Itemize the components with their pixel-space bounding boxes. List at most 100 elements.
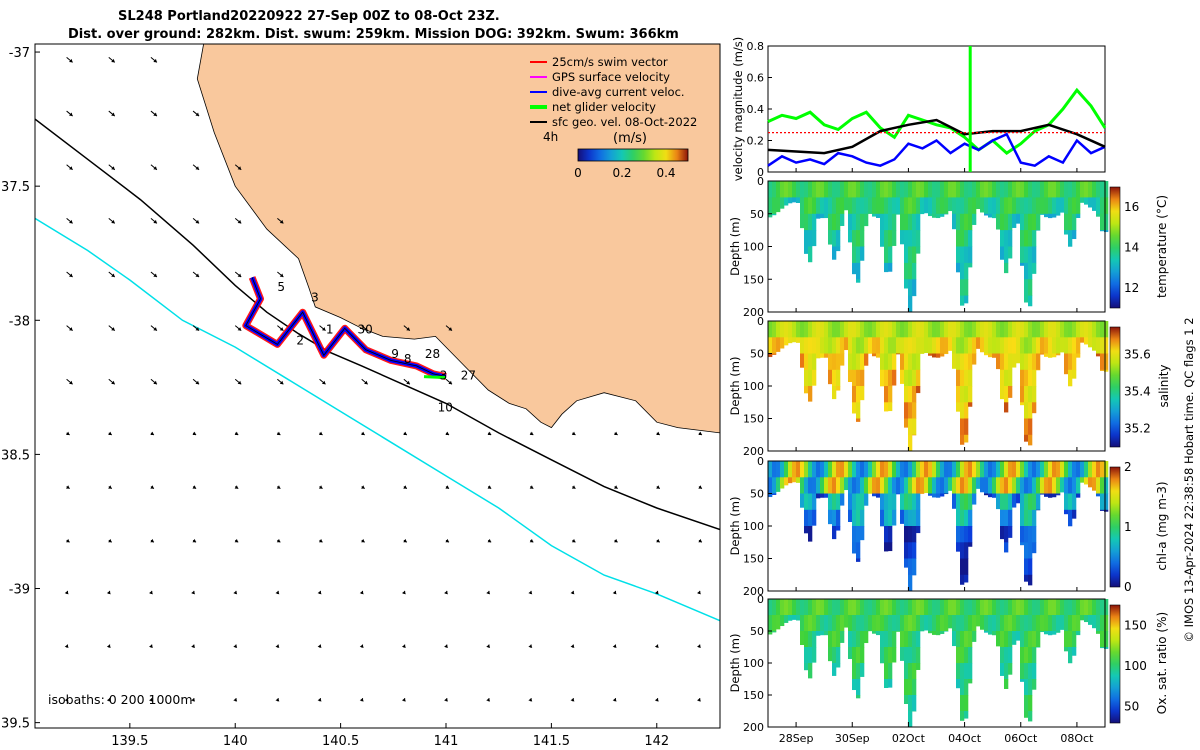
salinity-cell <box>956 386 961 403</box>
salinity-cell <box>868 337 873 354</box>
chla-cell <box>1048 477 1053 494</box>
chla-cell <box>772 477 777 494</box>
salinity-cell <box>896 337 901 354</box>
chla-cell <box>908 509 913 527</box>
salinity-cell <box>916 386 921 394</box>
current-vector-head <box>275 698 280 702</box>
oxygen-cell <box>832 631 837 648</box>
temperature-cell <box>1092 197 1097 211</box>
salinity-cell <box>888 386 893 403</box>
salinity-cell <box>904 321 909 338</box>
oxygen-cell <box>1072 599 1077 616</box>
temperature-cell <box>1028 246 1033 264</box>
oxygen-ytick-label: 150 <box>743 689 764 702</box>
chla-cell <box>1004 526 1009 543</box>
salinity-cell <box>956 337 961 354</box>
oxygen-cell <box>868 615 873 632</box>
chla-cell <box>972 477 977 494</box>
salinity-cell <box>888 369 893 387</box>
chla-cell <box>1044 461 1049 478</box>
chla-cell <box>1008 477 1013 494</box>
temperature-cell <box>1032 262 1037 274</box>
temperature-cell <box>1028 295 1033 307</box>
oxygen-cell <box>1024 631 1029 648</box>
current-vector-head <box>111 219 115 224</box>
chla-cell <box>800 461 805 478</box>
chla-cell <box>832 493 837 511</box>
temperature-cell <box>936 181 941 198</box>
temperature-cell <box>888 246 893 264</box>
current-vector-head <box>195 380 200 385</box>
current-vector-head <box>318 485 323 489</box>
chla-cell <box>888 509 893 527</box>
chla-cell <box>1060 477 1065 493</box>
salinity-colorbar-tick: 35.6 <box>1124 348 1151 362</box>
current-vector-head <box>149 590 153 595</box>
salinity-cell <box>820 337 825 354</box>
chla-cell <box>1100 477 1105 494</box>
salinity-cell <box>1036 321 1041 338</box>
temperature-cell <box>808 181 813 198</box>
chla-colorbar-tick: 1 <box>1124 520 1132 534</box>
chla-cell <box>884 542 889 552</box>
oxygen-cell <box>912 695 917 712</box>
oxygen-cell <box>960 695 965 712</box>
chla-cell <box>964 574 969 583</box>
chla-cell <box>940 461 945 478</box>
chla-cell <box>868 461 873 478</box>
oxygen-cell <box>840 599 845 616</box>
salinity-cell <box>872 321 877 338</box>
chla-cell <box>852 542 857 554</box>
salinity-cell <box>908 386 913 403</box>
track-day-label: 10 <box>438 400 453 414</box>
current-vector-head <box>317 698 322 702</box>
salinity-cell <box>1096 321 1101 338</box>
oxygen-cell <box>1052 599 1057 616</box>
oxygen-cell <box>908 695 913 712</box>
salinity-cell <box>968 386 973 403</box>
temperature-cell <box>992 197 997 215</box>
current-vector-head <box>401 644 406 649</box>
temperature-cell <box>956 262 961 273</box>
chla-cell <box>908 477 913 494</box>
current-vector-head <box>149 698 153 702</box>
salinity-cell <box>1020 353 1025 371</box>
oxygen-cell <box>768 631 773 635</box>
temperature-cell <box>900 230 905 245</box>
oxygen-colorbar <box>1109 604 1121 724</box>
temperature-cell <box>896 213 901 215</box>
salinity-cell <box>808 386 813 402</box>
temperature-cell <box>1056 181 1061 198</box>
salinity-cell <box>1060 337 1065 353</box>
current-vector-head <box>654 644 659 649</box>
chla-cell <box>1104 509 1109 512</box>
salinity-cell <box>812 369 817 386</box>
chla-cell <box>1012 461 1017 478</box>
salinity-colorbar-tick: 35.4 <box>1124 385 1151 399</box>
oxygen-cell <box>944 615 949 632</box>
chla-cell <box>820 493 825 498</box>
oxygen-cell <box>956 679 961 689</box>
track-day-label: 2 <box>296 333 304 347</box>
salinity-cell <box>836 321 841 338</box>
chla-cell <box>860 493 865 511</box>
map-ytick-label: -37 <box>9 46 30 61</box>
oxygen-cell <box>1028 647 1033 664</box>
oxygen-cell <box>928 615 933 632</box>
salinity-cell <box>832 369 837 387</box>
oxygen-cell <box>956 599 961 616</box>
current-vector-head <box>69 327 73 331</box>
chla-cell <box>816 493 821 499</box>
current-vector-head <box>614 431 618 435</box>
map-xtick-label: 142 <box>644 734 669 749</box>
chla-cell <box>848 477 853 494</box>
chla-colorbar-tick: 0 <box>1124 580 1132 594</box>
chla-cell <box>1044 477 1049 494</box>
chla-cell <box>856 558 861 562</box>
current-vector-head <box>364 327 368 331</box>
salinity-cell <box>1048 353 1053 358</box>
chla-cell <box>1072 509 1077 519</box>
chla-ylabel: Depth (m) <box>728 497 742 556</box>
salinity-cell <box>780 321 785 338</box>
chla-cell <box>884 477 889 494</box>
